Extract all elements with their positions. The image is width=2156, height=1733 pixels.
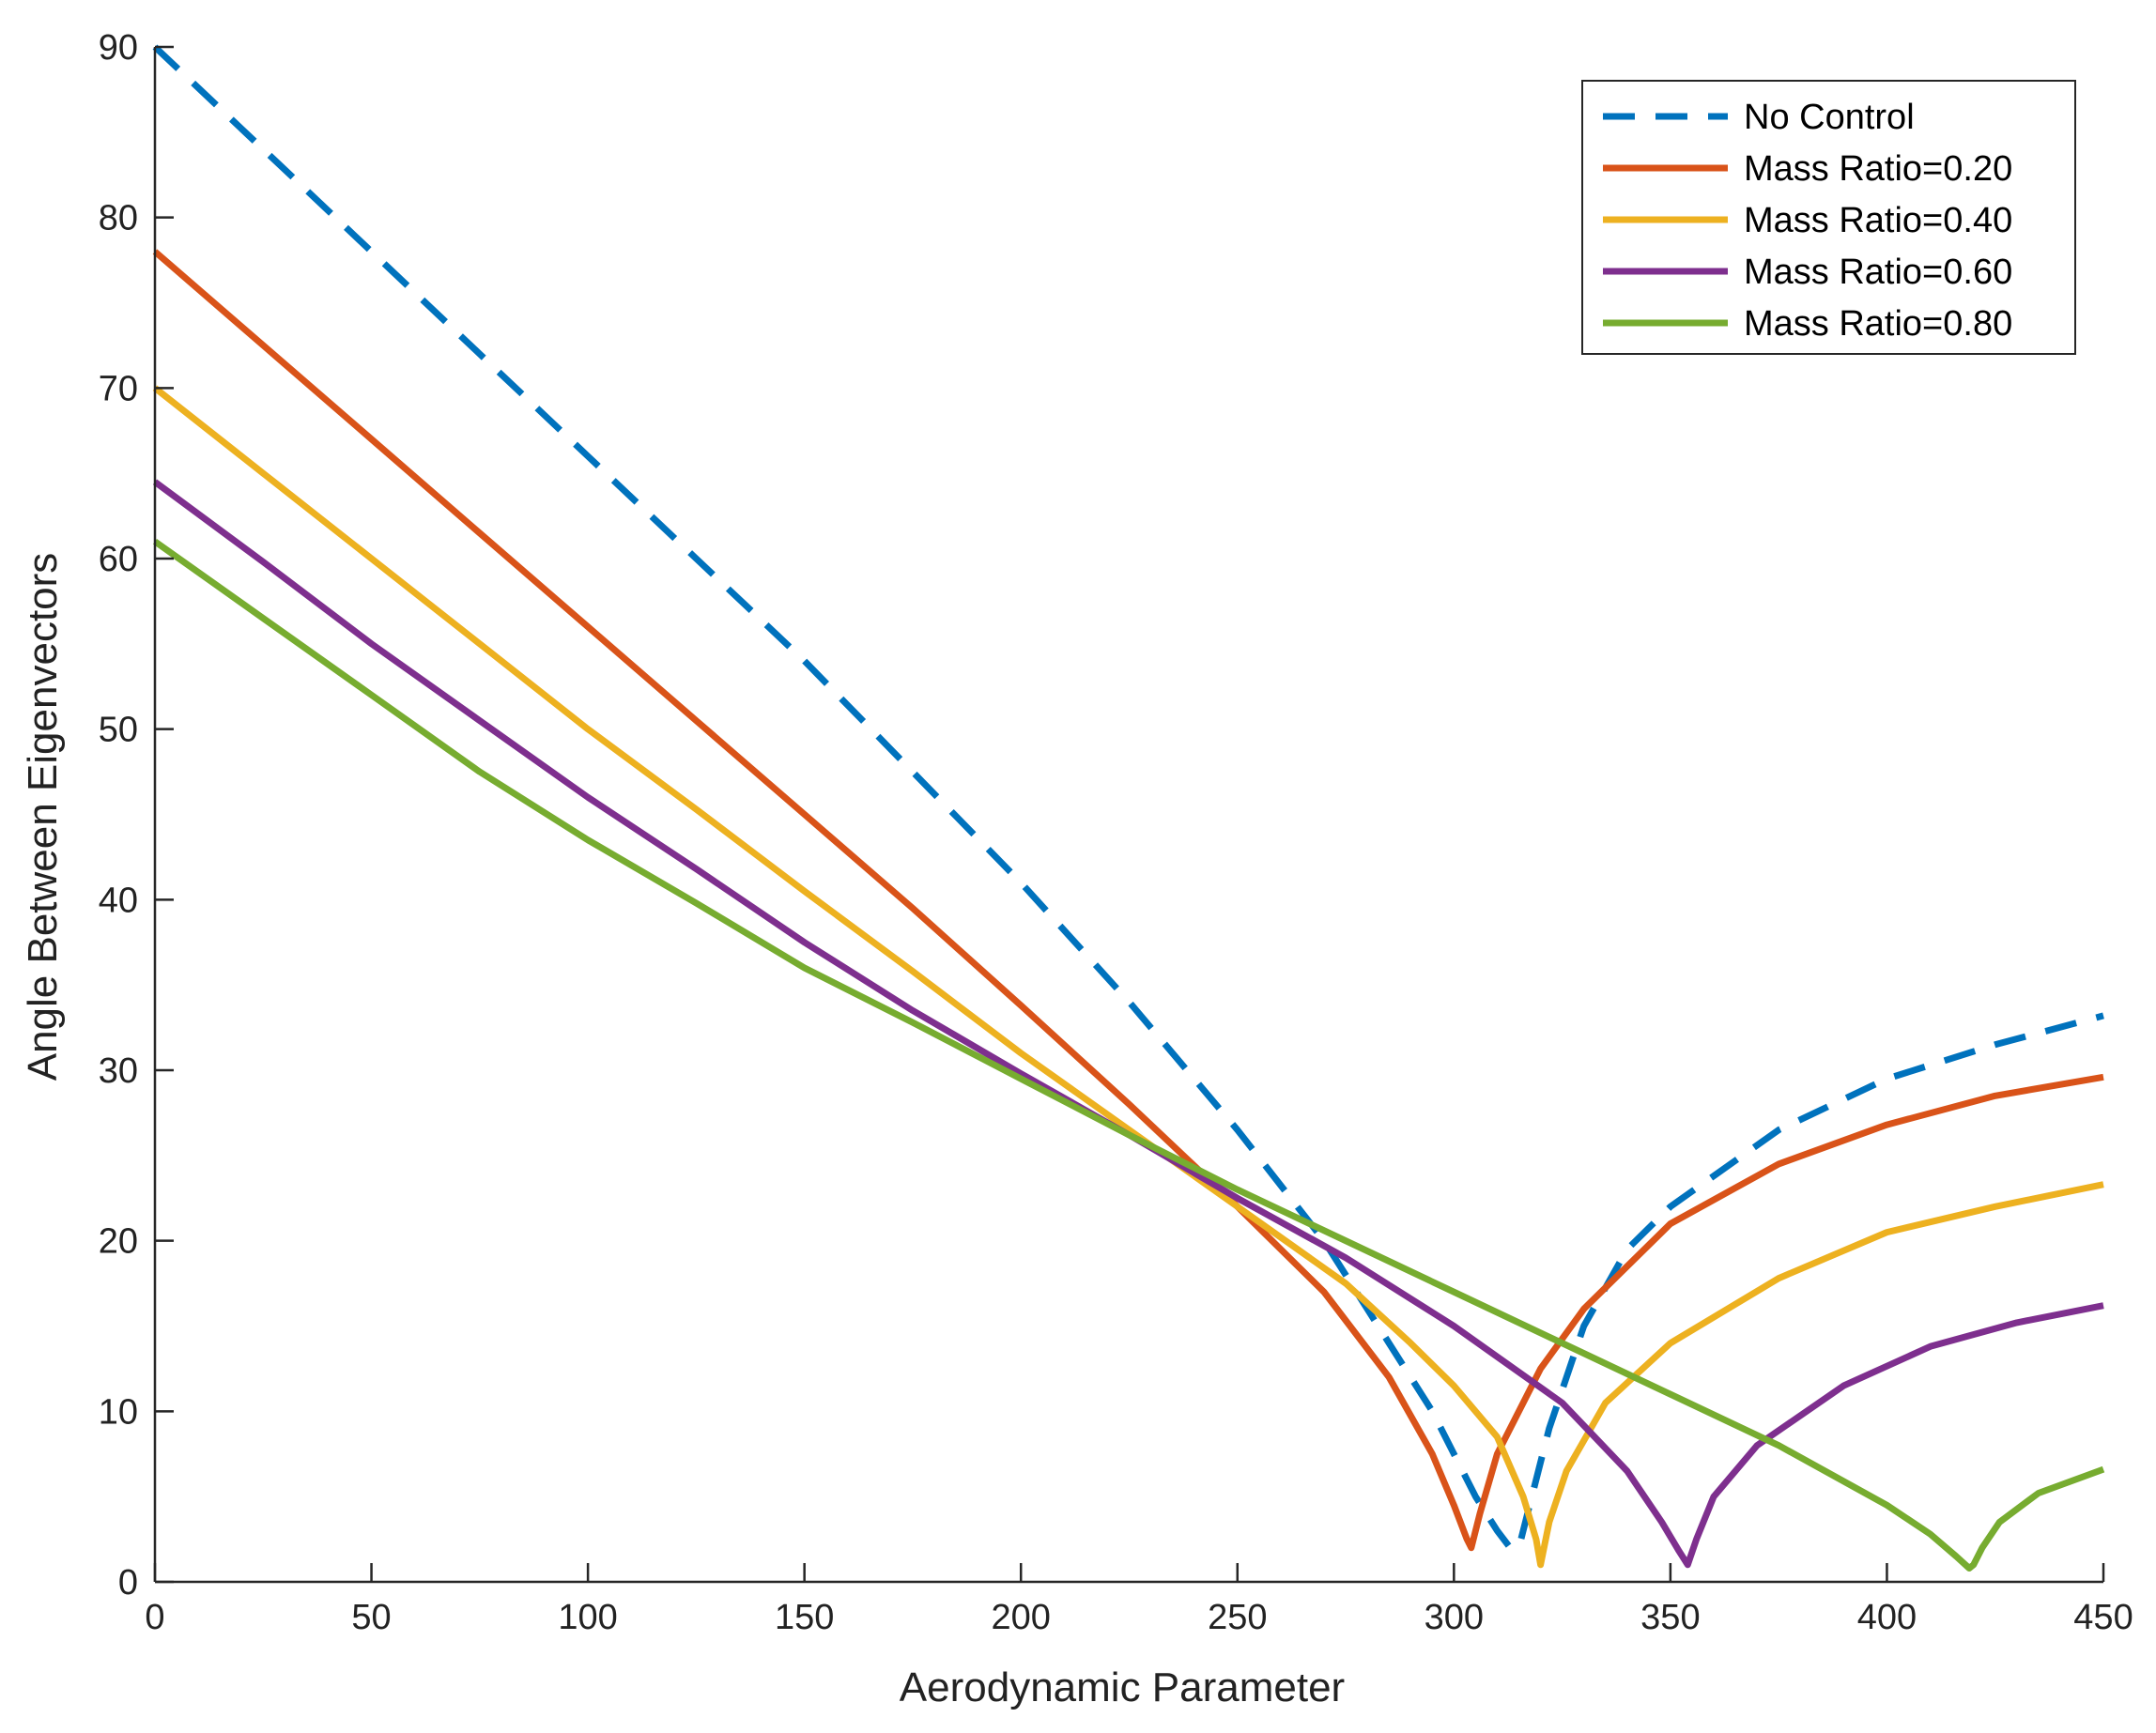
- axes-layer: 0 50 100 150 200 250 300 350 400 450 0 10 20 30 40 50 60…: [99, 28, 2133, 1637]
- y-tick-label: 70: [99, 369, 138, 408]
- series-line-2: [152, 249, 2104, 1552]
- series-line-1: [152, 44, 2104, 1552]
- x-axis-label: Aerodynamic Parameter: [900, 1664, 1345, 1710]
- series-layer: [152, 44, 2105, 1572]
- x-tick-label: 400: [1857, 1598, 1917, 1637]
- legend: No Control Mass Ratio=0.20 Mass Ratio=0.40…: [1581, 80, 2076, 355]
- legend-entry-3: Mass Ratio=0.40: [1744, 201, 2012, 240]
- legend-entry-4: Mass Ratio=0.60: [1744, 253, 2012, 292]
- x-tick-label: 50: [351, 1598, 391, 1637]
- x-tick-label: 150: [775, 1598, 834, 1637]
- y-tick-label: 80: [99, 199, 138, 238]
- x-tick-label: 250: [1208, 1598, 1267, 1637]
- x-tick-label: 100: [558, 1598, 617, 1637]
- y-tick-label: 0: [118, 1563, 138, 1603]
- series-line-3: [152, 385, 2104, 1569]
- series-line-4: [152, 479, 2104, 1569]
- y-tick-label: 90: [99, 28, 138, 68]
- y-tick-label: 60: [99, 540, 138, 579]
- y-axis-label: Angle Between Eigenvectors: [20, 553, 66, 1081]
- x-tick-label: 350: [1640, 1598, 1700, 1637]
- y-tick-label: 50: [99, 711, 138, 750]
- legend-entry-2: Mass Ratio=0.20: [1744, 149, 2012, 189]
- x-tick-label: 0: [145, 1598, 164, 1637]
- legend-entry-5: Mass Ratio=0.80: [1744, 304, 2012, 344]
- x-tick-label: 300: [1424, 1598, 1484, 1637]
- legend-entry-1: No Control: [1744, 98, 1915, 137]
- y-tick-label: 40: [99, 881, 138, 920]
- y-tick-label: 10: [99, 1392, 138, 1432]
- y-tick-label: 20: [99, 1222, 138, 1262]
- y-tick-label: 30: [99, 1051, 138, 1091]
- x-tick-label: 200: [992, 1598, 1051, 1637]
- x-tick-label: 450: [2073, 1598, 2133, 1637]
- series-line-5: [152, 538, 2105, 1572]
